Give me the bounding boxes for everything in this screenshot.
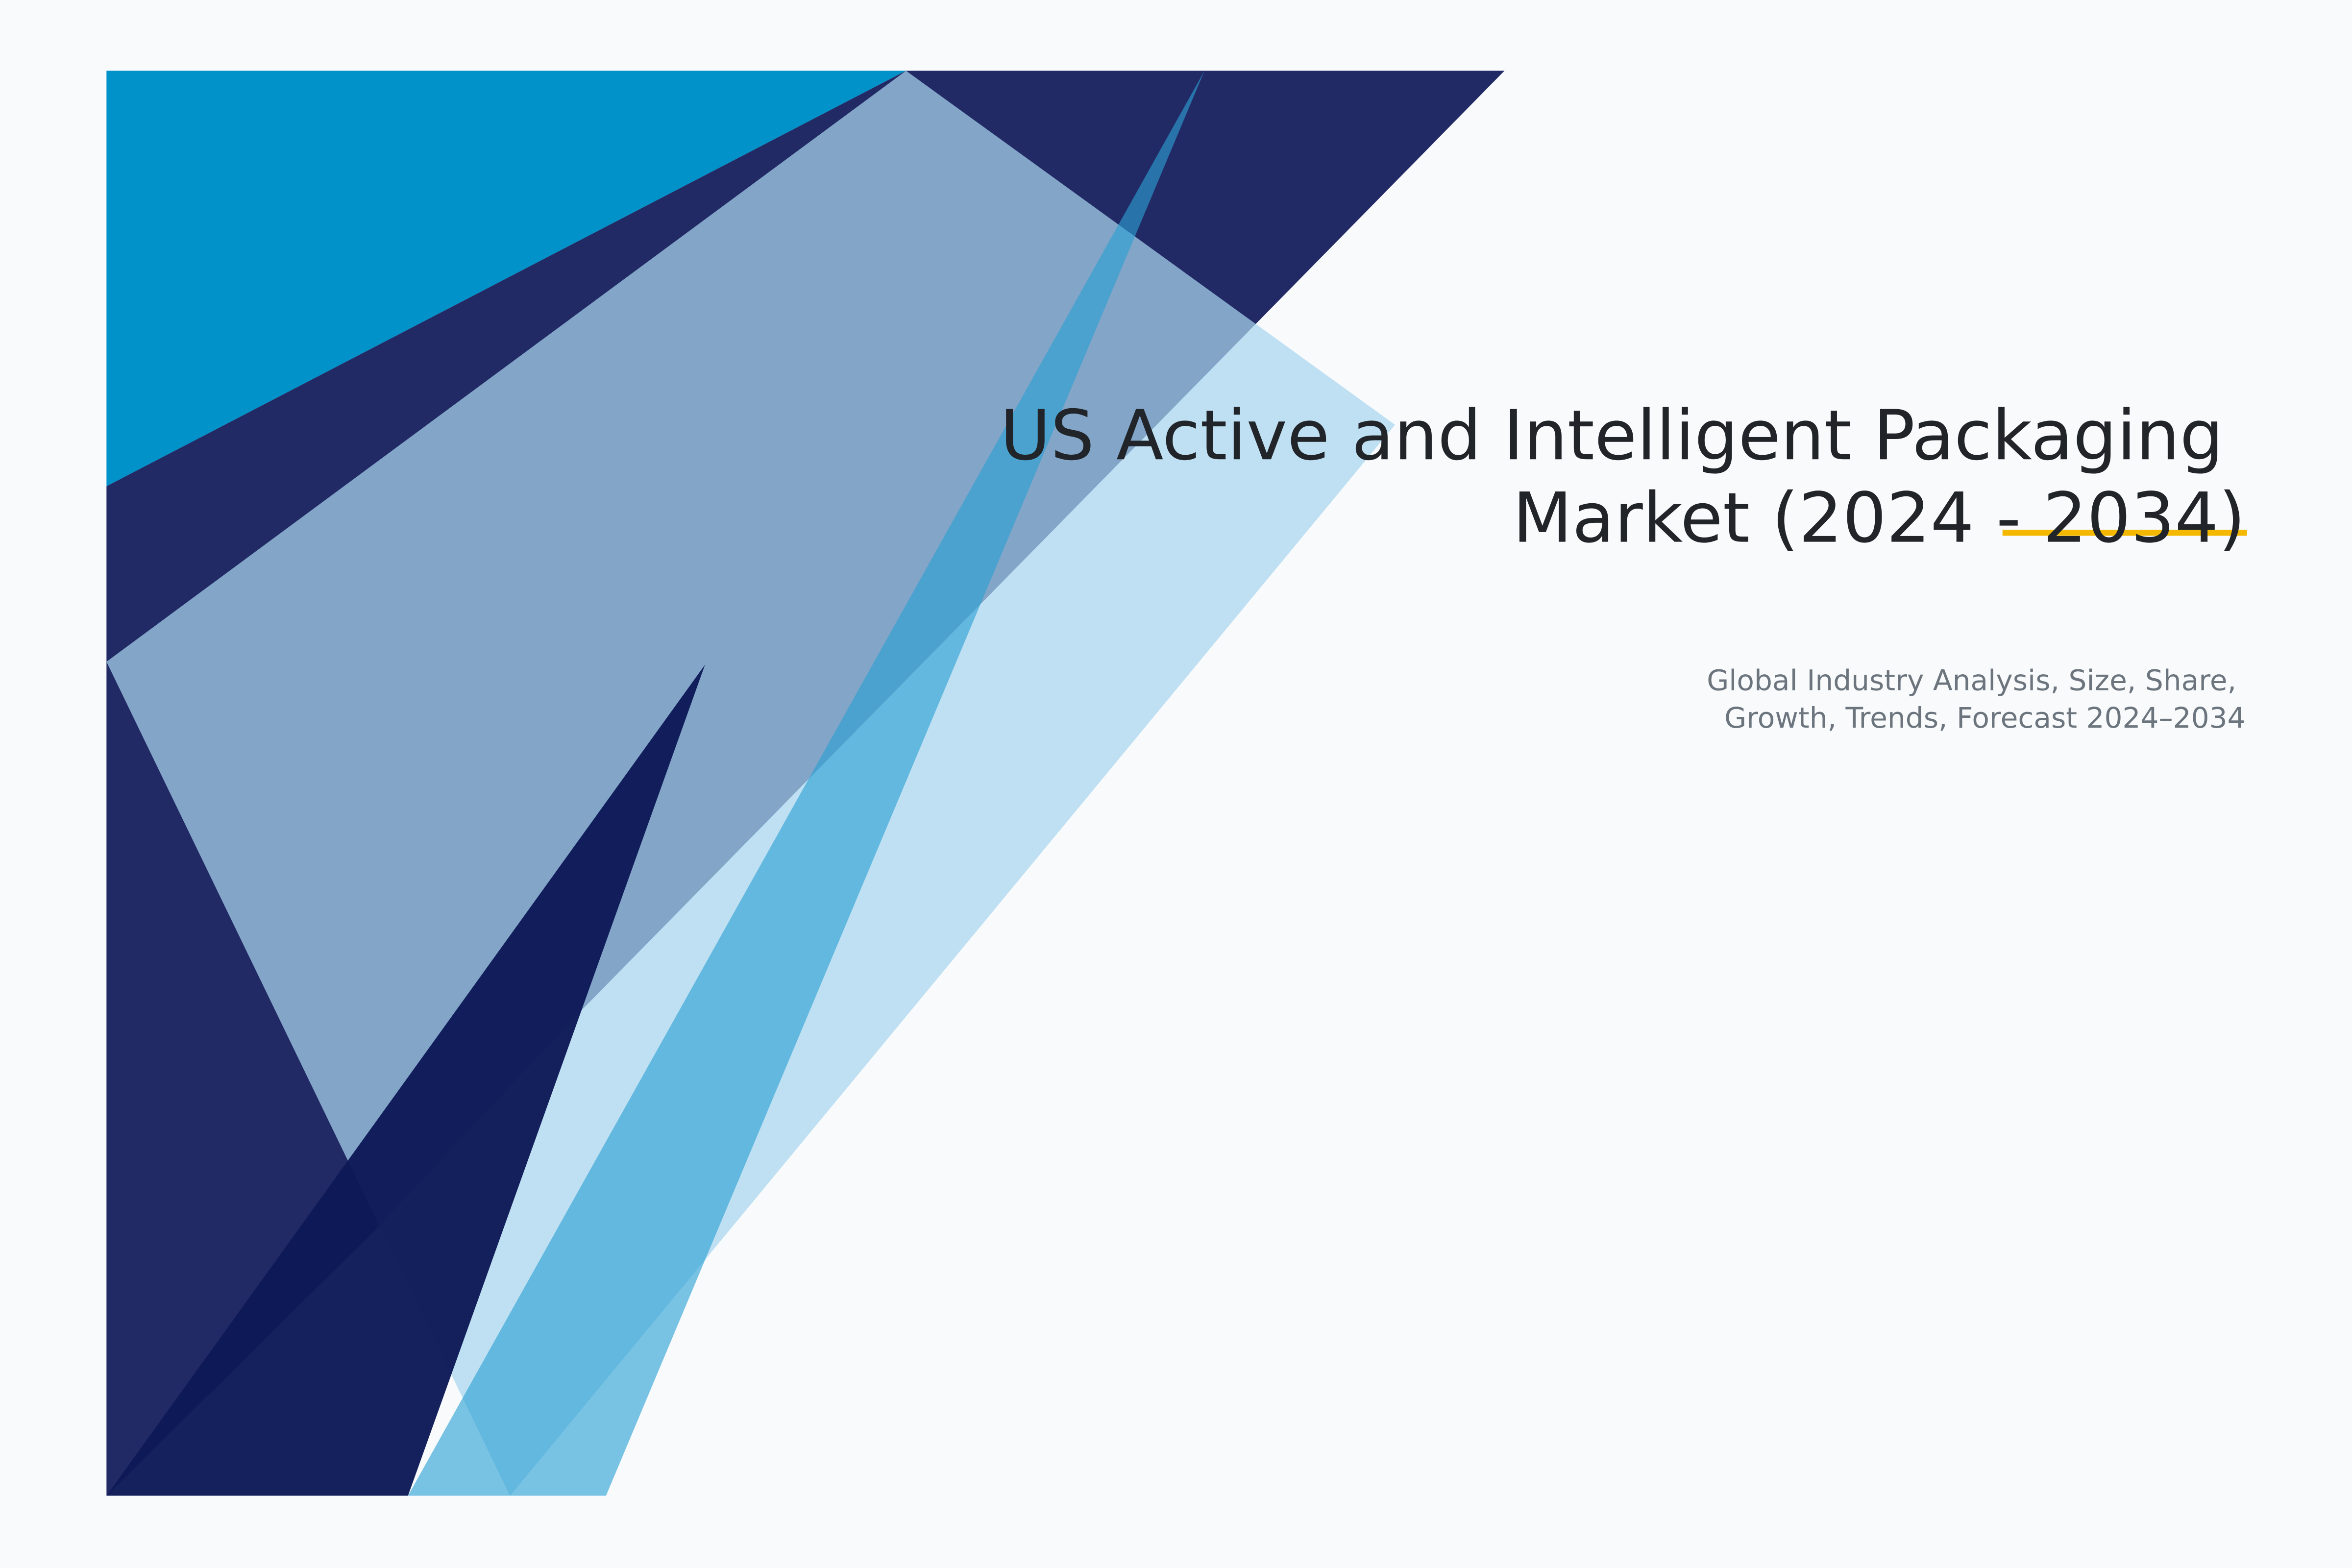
geometric-artwork bbox=[106, 71, 1505, 1496]
title-line-1: US Active and Intelligent Packaging bbox=[1000, 395, 2224, 476]
title-accent-underline bbox=[2002, 530, 2247, 536]
page-title: US Active and Intelligent Packaging Mark… bbox=[1000, 395, 2246, 558]
subtitle: Global Industry Analysis, Size, Share, G… bbox=[1707, 664, 2245, 735]
mid-blue-band bbox=[408, 71, 1205, 1496]
deep-navy-triangle bbox=[106, 664, 705, 1496]
subtitle-line-2: Growth, Trends, Forecast 2024–2034 bbox=[1724, 701, 2246, 735]
title-line-2: Market (2024 - 2034) bbox=[1513, 478, 2246, 559]
subtitle-line-1: Global Industry Analysis, Size, Share, bbox=[1707, 664, 2236, 697]
